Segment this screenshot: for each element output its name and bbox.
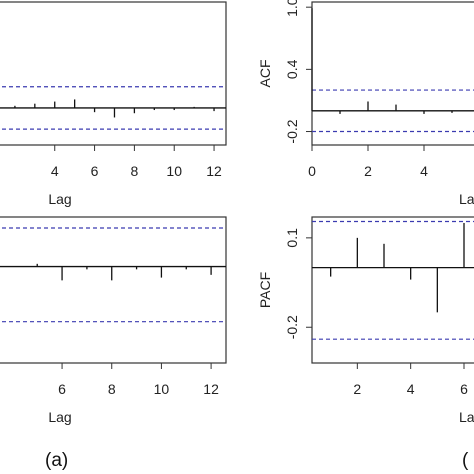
- chart2-x-tick-label-12: 12: [203, 381, 219, 397]
- chart1-y-tick-label-2: 1.0: [284, 0, 300, 17]
- chart0-x-tick-label-8: 8: [130, 163, 138, 179]
- chart1-x-tick-label-4: 4: [420, 163, 428, 179]
- chart0-x-tick-label-10: 10: [166, 163, 182, 179]
- chart3-panel: 2 4 6 La -0.2 0.1 PACF: [257, 216, 474, 425]
- chart1-y-tick-label-1: 0.4: [284, 59, 300, 79]
- chart0-x-tick-label-4: 4: [51, 163, 59, 179]
- chart2-x-tick-label-10: 10: [154, 381, 170, 397]
- chart3-x-tick-label-4: 4: [407, 381, 415, 397]
- chart2-x-tick-label-6: 6: [58, 381, 66, 397]
- chart1-plot-frame: [311, 1, 474, 146]
- chart0-x-tick-label-12: 12: [206, 163, 222, 179]
- chart1-y-tick-label-0: -0.2: [284, 119, 300, 143]
- chart3-x-tick-label-2: 2: [353, 381, 361, 397]
- chart3-y-axis-label: PACF: [257, 272, 273, 308]
- chart2-plot-frame: [0, 216, 227, 364]
- chart1-x-tick-label-0: 0: [308, 163, 316, 179]
- chart1-x-tick-label-2: 2: [364, 163, 372, 179]
- chart3-y-tick-label-1: 0.1: [284, 228, 300, 248]
- chart0-x-tick-label-6: 6: [91, 163, 99, 179]
- chart3-x-tick-label-6: 6: [460, 381, 468, 397]
- chart0-x-axis-label: Lag: [48, 191, 71, 207]
- chart0-panel: 4 6 8 10 12 Lag: [0, 1, 227, 207]
- panel-label-b: (: [462, 450, 469, 471]
- chart1-x-axis-label: La: [459, 191, 474, 207]
- chart3-x-axis-label: La: [459, 409, 474, 425]
- chart3-y-tick-label-0: -0.2: [284, 315, 300, 339]
- panel-label-a: (a): [45, 450, 68, 471]
- chart1-y-axis-label: ACF: [257, 60, 273, 88]
- chart2-panel: 6 8 10 12 Lag: [0, 216, 227, 425]
- chart0-plot-frame: [0, 1, 227, 146]
- chart2-x-tick-label-8: 8: [108, 381, 116, 397]
- chart3-plot-frame: [311, 216, 474, 364]
- chart2-x-axis-label: Lag: [48, 409, 71, 425]
